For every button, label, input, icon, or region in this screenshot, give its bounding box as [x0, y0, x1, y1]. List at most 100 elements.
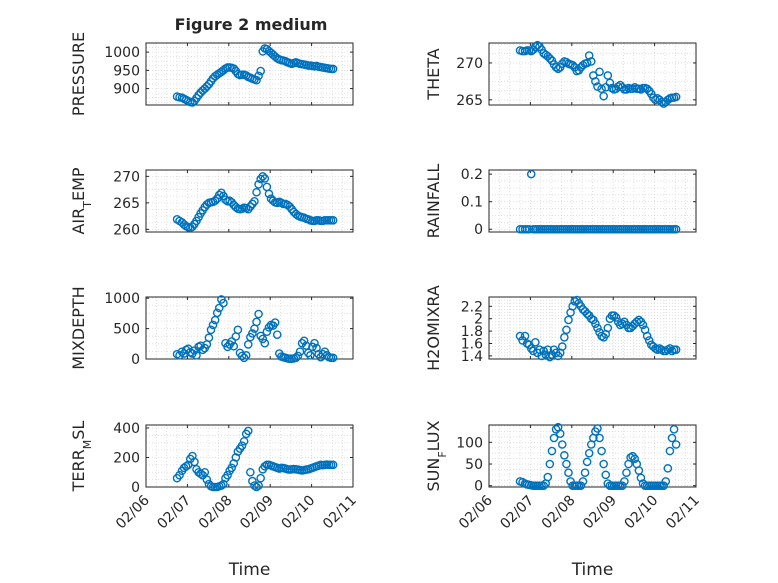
- y-tick-label: 0: [474, 479, 483, 495]
- data-point: [562, 459, 571, 469]
- data-point: [223, 470, 232, 480]
- data-point: [618, 82, 627, 92]
- axes-box: [488, 296, 697, 360]
- data-point: [551, 63, 561, 72]
- data-point: [665, 446, 675, 456]
- data-point: [568, 60, 577, 70]
- data-point: [299, 336, 309, 346]
- data-point: [252, 75, 261, 85]
- data-point: [618, 319, 627, 328]
- data-point: [328, 353, 338, 363]
- data-point: [545, 54, 555, 63]
- data-point: [603, 71, 613, 80]
- data-point: [547, 350, 557, 359]
- y-tick-label: 500: [113, 322, 140, 338]
- data-point: [303, 348, 313, 358]
- y-tick-label: 265: [113, 196, 140, 212]
- data-point: [634, 315, 644, 325]
- data-point: [669, 425, 679, 434]
- y-tick-label: 950: [113, 63, 140, 79]
- y-tick-label: 2: [474, 312, 483, 328]
- data-point: [599, 459, 608, 469]
- data-point: [254, 180, 263, 189]
- data-point: [601, 470, 611, 480]
- y-axis-label: AIRTEMP: [69, 167, 94, 234]
- data-point: [210, 196, 220, 206]
- data-point: [214, 190, 224, 200]
- data-point: [268, 196, 278, 206]
- data-point: [256, 66, 265, 76]
- y-tick-label: 270: [456, 56, 483, 72]
- data-point: [557, 440, 567, 449]
- data-point: [642, 331, 652, 341]
- data-point: [310, 338, 319, 348]
- axes-box: [488, 42, 697, 106]
- data-point: [661, 477, 671, 486]
- data-point: [526, 169, 536, 179]
- data-point: [644, 336, 654, 345]
- data-point: [665, 344, 675, 353]
- axes-box: [488, 424, 697, 488]
- data-point: [239, 353, 249, 363]
- data-point: [564, 315, 573, 325]
- data-point: [549, 433, 559, 443]
- y-tick-label: 0: [474, 222, 483, 238]
- axes-box: [145, 169, 354, 233]
- data-point: [609, 311, 619, 320]
- x-axis-label: Time: [571, 560, 614, 580]
- data-point: [593, 323, 602, 333]
- data-point: [233, 325, 243, 335]
- data-point: [599, 91, 608, 101]
- data-point: [528, 346, 538, 356]
- data-point: [520, 331, 530, 341]
- subplot-pressure: 900 950 1000 PRESSURE: [69, 32, 354, 116]
- data-point: [262, 327, 272, 336]
- y-tick-label: 270: [113, 169, 140, 185]
- data-point: [607, 83, 617, 93]
- data-point: [254, 309, 263, 319]
- data-point: [634, 466, 644, 475]
- data-point: [272, 330, 282, 339]
- data-point: [620, 477, 629, 486]
- data-point: [252, 482, 261, 492]
- data-point: [252, 187, 261, 197]
- data-point: [582, 457, 592, 467]
- data-point: [593, 424, 602, 433]
- data-point: [636, 85, 646, 94]
- data-point: [256, 473, 265, 483]
- data-point: [622, 468, 631, 477]
- data-point: [293, 351, 303, 361]
- data-point: [264, 323, 274, 332]
- data-point: [591, 77, 600, 86]
- data-point: [227, 463, 236, 473]
- data-point: [560, 332, 569, 342]
- y-axis-label: SUNFLUX: [424, 420, 449, 491]
- data-point: [181, 462, 191, 471]
- data-point: [190, 457, 199, 467]
- data-point: [241, 351, 251, 360]
- data-point: [237, 351, 247, 361]
- data-point: [200, 467, 210, 477]
- y-tick-label: 1000: [104, 291, 140, 307]
- data-point: [543, 472, 553, 482]
- y-axis-label: H2OMIXRA: [424, 285, 443, 371]
- axes-box: [145, 424, 354, 488]
- data-point: [202, 475, 212, 484]
- y-tick-label: 400: [113, 421, 140, 437]
- data-point: [254, 481, 263, 490]
- axes-box: [145, 296, 354, 360]
- data-point: [248, 329, 257, 338]
- y-tick-label: 1.6: [461, 337, 483, 353]
- data-point: [582, 58, 592, 68]
- data-point: [560, 451, 569, 460]
- data-point: [297, 338, 307, 348]
- data-point: [576, 481, 586, 490]
- data-point: [212, 308, 222, 318]
- y-tick-label: 2.2: [461, 299, 483, 315]
- data-point: [622, 85, 631, 94]
- data-point: [328, 64, 338, 74]
- data-point: [531, 337, 540, 347]
- subplot-air-temp: 260 265 270 AIRTEMP: [69, 167, 354, 238]
- data-point: [555, 429, 565, 438]
- subplot-theta: 265 270 THETA: [424, 40, 697, 109]
